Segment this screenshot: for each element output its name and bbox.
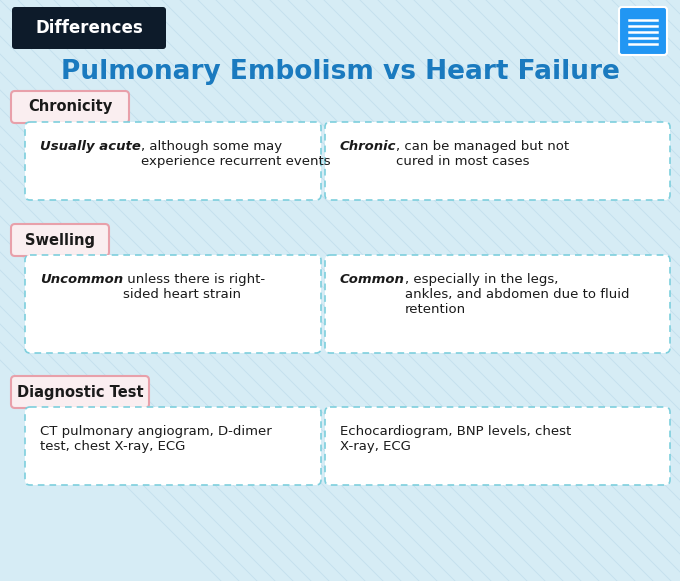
Text: Swelling: Swelling [25, 232, 95, 248]
FancyBboxPatch shape [11, 376, 149, 408]
Text: Common: Common [340, 273, 405, 286]
FancyBboxPatch shape [619, 7, 667, 55]
Text: Echocardiogram, BNP levels, chest
X-ray, ECG: Echocardiogram, BNP levels, chest X-ray,… [340, 425, 571, 453]
Text: , especially in the legs,
ankles, and abdomen due to fluid
retention: , especially in the legs, ankles, and ab… [405, 273, 630, 316]
FancyBboxPatch shape [325, 255, 670, 353]
Text: , can be managed but not
cured in most cases: , can be managed but not cured in most c… [396, 140, 570, 168]
Text: Pulmonary Embolism vs Heart Failure: Pulmonary Embolism vs Heart Failure [61, 59, 619, 85]
FancyBboxPatch shape [25, 255, 321, 353]
Text: unless there is right-
sided heart strain: unless there is right- sided heart strai… [123, 273, 265, 301]
Text: Uncommon: Uncommon [40, 273, 123, 286]
Text: Usually acute: Usually acute [40, 140, 141, 153]
FancyBboxPatch shape [11, 91, 129, 123]
Text: CT pulmonary angiogram, D-dimer
test, chest X-ray, ECG: CT pulmonary angiogram, D-dimer test, ch… [40, 425, 272, 453]
FancyBboxPatch shape [11, 224, 109, 256]
Text: Chronicity: Chronicity [28, 99, 112, 114]
FancyBboxPatch shape [325, 122, 670, 200]
FancyBboxPatch shape [25, 122, 321, 200]
FancyBboxPatch shape [325, 407, 670, 485]
Text: Chronic: Chronic [340, 140, 396, 153]
Text: Differences: Differences [35, 19, 143, 37]
FancyBboxPatch shape [12, 7, 166, 49]
FancyBboxPatch shape [25, 407, 321, 485]
Text: Diagnostic Test: Diagnostic Test [17, 385, 143, 400]
Text: , although some may
experience recurrent events: , although some may experience recurrent… [141, 140, 330, 168]
